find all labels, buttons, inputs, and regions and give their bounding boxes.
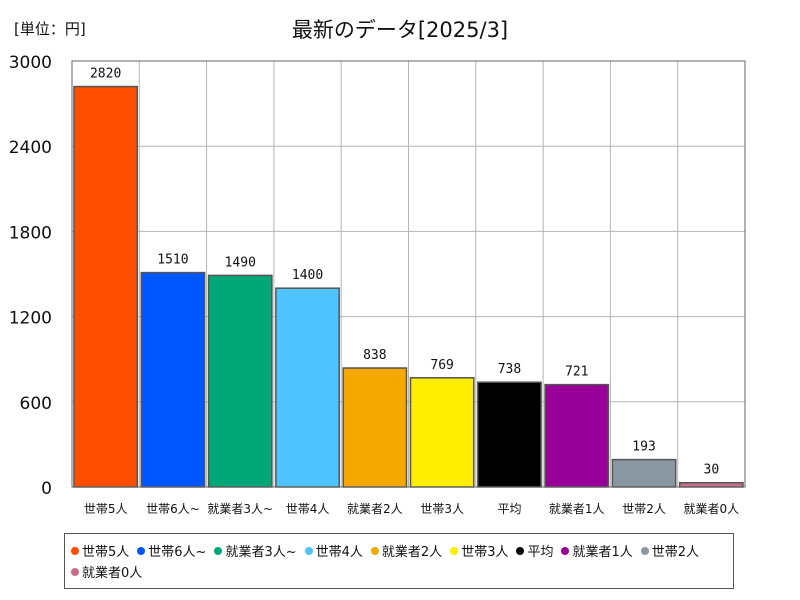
data-label: 1510 [157, 253, 188, 268]
legend-label: 世帯3人 [461, 545, 509, 560]
data-label: 721 [565, 365, 588, 380]
bar [342, 367, 408, 488]
legend-label: 就業者0人 [82, 566, 143, 581]
bar [477, 381, 542, 488]
data-label: 838 [363, 348, 386, 363]
legend-label: 就業者3人~ [225, 545, 297, 560]
legend-entry: 世帯3人 [450, 540, 508, 561]
data-label: 1490 [225, 255, 256, 270]
bar [207, 274, 273, 488]
legend-swatch [516, 546, 525, 555]
legend-entry: 世帯4人 [304, 540, 363, 561]
data-label: 1400 [292, 268, 323, 283]
data-label: 193 [632, 440, 655, 455]
unit-label: [単位：円] [14, 20, 86, 38]
y-tick-label: 1200 [9, 309, 52, 329]
bar [73, 85, 139, 488]
legend-entry: 世帯6人~ [137, 540, 206, 561]
legend-entry: 就業者1人 [561, 540, 633, 561]
bar [611, 458, 677, 488]
axes: 0 600 1200 1800 2400 3000 2820 世帯5人 1510 世帯6人~ 149… [9, 53, 746, 516]
data-label: 2820 [90, 67, 121, 82]
bar [678, 481, 744, 488]
legend-swatch [137, 546, 146, 555]
legend-swatch [71, 546, 79, 555]
y-tick-label: 3000 [9, 53, 52, 73]
y-tick-label: 2400 [9, 138, 52, 158]
x-tick-label: 世帯2人 [622, 502, 666, 516]
data-label: 738 [498, 362, 521, 377]
bar [409, 377, 475, 488]
legend-entry: 就業者3人~ [214, 540, 297, 561]
legend-entry: 平均 [516, 540, 553, 561]
legend-label: 平均 [527, 545, 554, 560]
legend-label: 世帯4人 [315, 545, 363, 560]
legend-label: 就業者2人 [381, 545, 443, 560]
legend-swatch [561, 546, 570, 555]
x-tick-label: 世帯4人 [286, 502, 330, 516]
x-tick-label: 就業者2人 [347, 502, 403, 516]
legend-entry: 就業者2人 [370, 540, 443, 561]
legend-swatch [370, 546, 379, 555]
legend: 世帯5人 世帯6人~ 就業者3人~ 世帯4人 就業者2人 世帯3人 平均 就業者1人 世帯2人就… [64, 533, 734, 589]
x-tick-label: 就業者1人 [549, 502, 605, 516]
legend-swatch [214, 546, 223, 555]
x-tick-label: 世帯5人 [84, 502, 128, 516]
legend-entry: 世帯2人 [640, 540, 700, 561]
y-tick-label: 600 [20, 394, 52, 414]
bar-chart: 0 600 1200 1800 2400 3000 2820 世帯5人 1510 世帯6人~ 149… [9, 53, 746, 516]
bar [140, 271, 206, 488]
legend-swatch [450, 546, 459, 555]
legend-swatch [640, 546, 649, 555]
plot-frame [71, 60, 746, 488]
data-label: 30 [704, 463, 720, 478]
x-tick-label: 世帯3人 [420, 502, 464, 516]
x-tick-label: 世帯6人~ [146, 502, 200, 516]
data-label: 769 [430, 358, 453, 373]
legend-label: 就業者1人 [572, 545, 633, 560]
bar [544, 383, 610, 488]
y-tick-label: 1800 [9, 223, 52, 243]
chart-title: 最新のデータ[2025/3] [291, 18, 509, 42]
legend-swatch [304, 546, 313, 555]
x-tick-label: 就業者0人 [684, 502, 740, 516]
y-tick-label: 0 [41, 479, 52, 499]
x-tick-label: 平均 [497, 502, 521, 516]
legend-label: 世帯2人 [651, 545, 700, 560]
bars [73, 85, 744, 488]
legend-label: 世帯6人~ [148, 545, 207, 560]
legend-entry: 世帯5人 [71, 540, 129, 561]
legend-entry: 就業者0人 [71, 561, 142, 582]
legend-label: 世帯5人 [82, 545, 130, 560]
legend-swatch [71, 567, 79, 576]
x-tick-label: 就業者3人~ [207, 502, 273, 516]
bar [275, 287, 340, 488]
